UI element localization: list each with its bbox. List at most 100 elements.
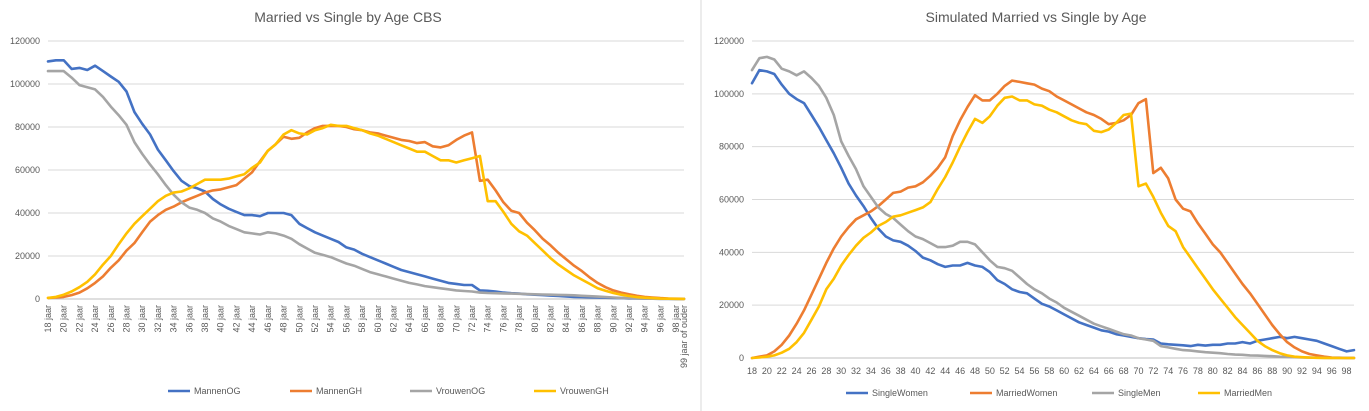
x-tick-label: 22 xyxy=(777,366,787,376)
x-tick-label: 84 jaar xyxy=(561,305,571,333)
x-tick-label: 99 jaar of ouder xyxy=(679,305,689,368)
x-tick-label: 54 xyxy=(1015,366,1025,376)
x-tick-label: 22 jaar xyxy=(74,305,84,333)
series-line-mannenog[interactable] xyxy=(46,58,686,301)
x-tick-label: 60 xyxy=(1059,366,1069,376)
x-tick-label: 90 xyxy=(1282,366,1292,376)
x-tick-label: 28 xyxy=(821,366,831,376)
y-axis: 0 20000 40000 60000 80000 100000 120000 xyxy=(10,36,40,304)
x-tick-label: 70 jaar xyxy=(451,305,461,333)
legend-item[interactable]: VrouwenGH xyxy=(534,386,609,396)
y-tick-label: 120000 xyxy=(714,36,744,46)
legend-item[interactable]: MarriedMen xyxy=(1198,388,1272,398)
y-tick-label: 100000 xyxy=(10,79,40,89)
x-tick-label: 90 jaar xyxy=(608,305,618,333)
y-axis: 0 20000 40000 60000 80000 100000 120000 xyxy=(714,36,744,363)
y-tick-label: 20000 xyxy=(15,251,40,261)
x-tick-label: 50 jaar xyxy=(294,305,304,333)
legend-label: VrouwenGH xyxy=(560,386,609,396)
legend-item[interactable]: MarriedWomen xyxy=(970,388,1057,398)
x-tick-label: 20 xyxy=(762,366,772,376)
x-tick-label: 30 jaar xyxy=(137,305,147,333)
legend-item[interactable]: MannenOG xyxy=(168,386,241,396)
x-tick-label: 38 xyxy=(896,366,906,376)
legend-label: SingleMen xyxy=(1118,388,1161,398)
series-line-singlemen[interactable] xyxy=(750,55,1356,360)
y-tick-label: 80000 xyxy=(15,122,40,132)
x-tick-label: 48 xyxy=(970,366,980,376)
series-line-vrouwengh[interactable] xyxy=(46,123,686,301)
x-tick-label: 34 jaar xyxy=(169,305,179,333)
series-lines xyxy=(750,55,1356,360)
x-tick-label: 44 jaar xyxy=(247,305,257,333)
x-tick-label: 62 xyxy=(1074,366,1084,376)
legend-label: MarriedWomen xyxy=(996,388,1057,398)
legend-label: MarriedMen xyxy=(1224,388,1272,398)
x-tick-label: 68 xyxy=(1119,366,1129,376)
x-tick-label: 66 xyxy=(1104,366,1114,376)
legend-label: VrouwenOG xyxy=(436,386,485,396)
x-tick-label: 38 jaar xyxy=(200,305,210,333)
series-line-marriedwomen[interactable] xyxy=(750,79,1356,360)
x-tick-label: 56 jaar xyxy=(341,305,351,333)
x-tick-label: 72 jaar xyxy=(467,305,477,333)
x-tick-label: 36 jaar xyxy=(184,305,194,333)
legend-item[interactable]: SingleMen xyxy=(1092,388,1161,398)
y-tick-label: 40000 xyxy=(719,247,744,257)
x-tick-label: 74 xyxy=(1163,366,1173,376)
legend-item[interactable]: VrouwenOG xyxy=(410,386,485,396)
x-tick-label: 64 jaar xyxy=(404,305,414,333)
x-tick-label: 66 jaar xyxy=(420,305,430,333)
x-tick-label: 52 jaar xyxy=(310,305,320,333)
legend-item[interactable]: SingleWomen xyxy=(846,388,928,398)
x-tick-label: 42 jaar xyxy=(231,305,241,333)
simulated-chart[interactable]: Simulated Married vs Single by Age 0 2000… xyxy=(714,9,1356,398)
x-tick-label: 34 xyxy=(866,366,876,376)
x-tick-label: 72 xyxy=(1148,366,1158,376)
x-tick-label: 78 xyxy=(1193,366,1203,376)
x-tick-label: 96 jaar xyxy=(655,305,665,333)
x-tick-label: 88 xyxy=(1267,366,1277,376)
series-line-vrouwenog[interactable] xyxy=(46,69,686,301)
y-tick-label: 80000 xyxy=(719,142,744,152)
legend-label: SingleWomen xyxy=(872,388,928,398)
legend-label: MannenOG xyxy=(194,386,241,396)
x-tick-label: 76 jaar xyxy=(498,305,508,333)
legend-item[interactable]: MannenGH xyxy=(290,386,362,396)
series-line-marriedmen[interactable] xyxy=(750,95,1356,360)
x-tick-label: 68 jaar xyxy=(436,305,446,333)
x-tick-label: 86 jaar xyxy=(577,305,587,333)
x-tick-label: 74 jaar xyxy=(483,305,493,333)
series-line-singlewomen[interactable] xyxy=(750,68,1356,353)
x-tick-label: 46 jaar xyxy=(263,305,273,333)
x-tick-label: 64 xyxy=(1089,366,1099,376)
x-tick-label: 92 xyxy=(1297,366,1307,376)
x-tick-label: 50 xyxy=(985,366,995,376)
chart-title: Married vs Single by Age CBS xyxy=(254,9,442,25)
x-tick-label: 58 jaar xyxy=(357,305,367,333)
x-tick-label: 40 xyxy=(910,366,920,376)
x-tick-label: 94 xyxy=(1312,366,1322,376)
legend: SingleWomen MarriedWomen SingleMen MarriedM… xyxy=(846,388,1272,398)
legend-label: MannenGH xyxy=(316,386,362,396)
x-tick-label: 32 jaar xyxy=(153,305,163,333)
y-tick-label: 60000 xyxy=(15,165,40,175)
x-tick-label: 36 xyxy=(881,366,891,376)
series-lines xyxy=(46,58,686,301)
x-axis: 18 jaar 20 jaar 22 jaar 24 jaar 26 jaar 28 ja… xyxy=(43,305,689,368)
x-tick-label: 76 xyxy=(1178,366,1188,376)
x-tick-label: 80 jaar xyxy=(530,305,540,333)
x-tick-label: 32 xyxy=(851,366,861,376)
x-tick-label: 46 xyxy=(955,366,965,376)
x-tick-label: 92 jaar xyxy=(624,305,634,333)
x-tick-label: 82 xyxy=(1223,366,1233,376)
x-tick-label: 24 xyxy=(792,366,802,376)
x-tick-label: 82 jaar xyxy=(546,305,556,333)
cbs-chart[interactable]: Married vs Single by Age CBS 0 20000 40000… xyxy=(10,9,689,396)
x-tick-label: 84 xyxy=(1238,366,1248,376)
x-tick-label: 70 xyxy=(1133,366,1143,376)
x-tick-label: 88 jaar xyxy=(593,305,603,333)
y-tick-label: 0 xyxy=(35,294,40,304)
x-tick-label: 96 xyxy=(1327,366,1337,376)
